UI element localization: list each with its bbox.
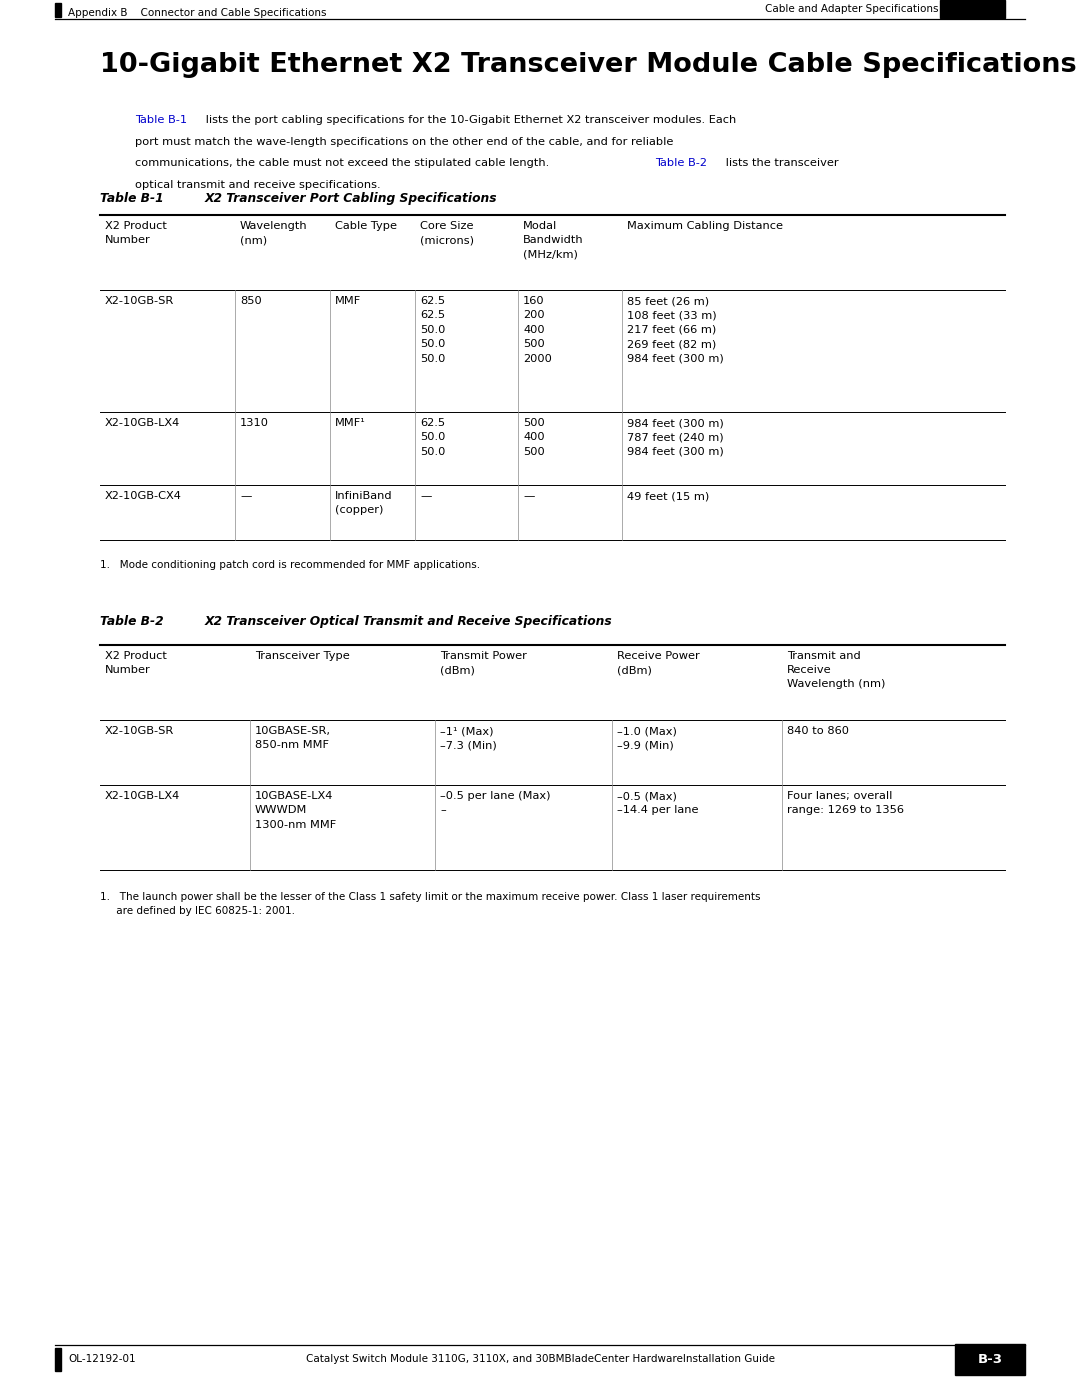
- Text: Cable and Adapter Specifications: Cable and Adapter Specifications: [765, 4, 939, 14]
- Text: Transmit Power
(dBm): Transmit Power (dBm): [440, 651, 527, 675]
- Text: 500
400
500: 500 400 500: [523, 418, 544, 457]
- Text: lists the port cabling specifications for the 10-Gigabit Ethernet X2 transceiver: lists the port cabling specifications fo…: [202, 115, 737, 124]
- Text: MMF: MMF: [335, 296, 361, 306]
- Text: Receive Power
(dBm): Receive Power (dBm): [617, 651, 700, 675]
- Text: Transceiver Type: Transceiver Type: [255, 651, 350, 661]
- Text: Cable Type: Cable Type: [335, 221, 397, 231]
- Text: Wavelength
(nm): Wavelength (nm): [240, 221, 308, 244]
- Text: —: —: [523, 490, 535, 502]
- Text: 62.5
50.0
50.0: 62.5 50.0 50.0: [420, 418, 445, 457]
- Text: 10GBASE-LX4
WWWDM
1300-nm MMF: 10GBASE-LX4 WWWDM 1300-nm MMF: [255, 791, 336, 830]
- Bar: [55, 1348, 60, 1370]
- Text: 49 feet (15 m): 49 feet (15 m): [627, 490, 710, 502]
- Text: Maximum Cabling Distance: Maximum Cabling Distance: [627, 221, 783, 231]
- Text: X2-10GB-SR: X2-10GB-SR: [105, 726, 174, 736]
- Text: X2 Product
Number: X2 Product Number: [105, 221, 167, 244]
- Text: InfiniBand
(copper): InfiniBand (copper): [335, 490, 393, 515]
- Bar: [955, 1344, 1025, 1375]
- Text: 10-Gigabit Ethernet X2 Transceiver Module Cable Specifications: 10-Gigabit Ethernet X2 Transceiver Modul…: [100, 52, 1077, 78]
- Text: communications, the cable must not exceed the stipulated cable length.: communications, the cable must not excee…: [135, 158, 553, 168]
- Text: X2-10GB-LX4: X2-10GB-LX4: [105, 418, 180, 427]
- Text: Table B-2: Table B-2: [654, 158, 707, 168]
- Text: Catalyst Switch Module 3110G, 3110X, and 30BMBladeCenter Hardware⁠Installation G: Catalyst Switch Module 3110G, 3110X, and…: [306, 1355, 774, 1365]
- Text: –0.5 per lane (Max)
–: –0.5 per lane (Max) –: [440, 791, 551, 816]
- Text: 10GBASE-SR,
850-nm MMF: 10GBASE-SR, 850-nm MMF: [255, 726, 330, 750]
- Text: optical transmit and receive specifications.: optical transmit and receive specificati…: [135, 179, 380, 190]
- Text: 1.   Mode conditioning patch cord is recommended for MMF applications.: 1. Mode conditioning patch cord is recom…: [100, 560, 481, 570]
- Text: X2-10GB-LX4: X2-10GB-LX4: [105, 791, 180, 800]
- Bar: [940, 0, 1005, 18]
- Text: lists the transceiver: lists the transceiver: [723, 158, 839, 168]
- Text: –1¹ (Max)
–7.3 (Min): –1¹ (Max) –7.3 (Min): [440, 726, 497, 750]
- Text: —: —: [240, 490, 252, 502]
- Text: X2-10GB-SR: X2-10GB-SR: [105, 296, 174, 306]
- Text: B-3: B-3: [977, 1354, 1002, 1366]
- Text: 850: 850: [240, 296, 261, 306]
- Text: –0.5 (Max)
–14.4 per lane: –0.5 (Max) –14.4 per lane: [617, 791, 699, 816]
- Text: 1.   The launch power shall be the lesser of the Class 1 safety limit or the max: 1. The launch power shall be the lesser …: [100, 893, 760, 916]
- Text: 160
200
400
500
2000: 160 200 400 500 2000: [523, 296, 552, 363]
- Text: X2 Transceiver Optical Transmit and Receive Specifications: X2 Transceiver Optical Transmit and Rece…: [205, 615, 612, 629]
- Text: —: —: [420, 490, 431, 502]
- Text: X2 Product
Number: X2 Product Number: [105, 651, 167, 675]
- Text: Four lanes; overall
range: 1269 to 1356: Four lanes; overall range: 1269 to 1356: [787, 791, 904, 816]
- Bar: [55, 3, 60, 17]
- Text: 62.5
62.5
50.0
50.0
50.0: 62.5 62.5 50.0 50.0 50.0: [420, 296, 445, 363]
- Text: 984 feet (300 m)
787 feet (240 m)
984 feet (300 m): 984 feet (300 m) 787 feet (240 m) 984 fe…: [627, 418, 724, 457]
- Text: X2 Transceiver Port Cabling Specifications: X2 Transceiver Port Cabling Specificatio…: [205, 191, 498, 205]
- Text: Modal
Bandwidth
(MHz/km): Modal Bandwidth (MHz/km): [523, 221, 583, 258]
- Text: MMF¹: MMF¹: [335, 418, 366, 427]
- Text: Table B-2: Table B-2: [100, 615, 164, 629]
- Text: Appendix B    Connector and Cable Specifications: Appendix B Connector and Cable Specifica…: [68, 8, 326, 18]
- Text: port must match the wave-length specifications on the other end of the cable, an: port must match the wave-length specific…: [135, 137, 673, 147]
- Text: Table B-1: Table B-1: [100, 191, 164, 205]
- Text: 1310: 1310: [240, 418, 269, 427]
- Text: Transmit and
Receive
Wavelength (nm): Transmit and Receive Wavelength (nm): [787, 651, 886, 689]
- Text: 840 to 860: 840 to 860: [787, 726, 849, 736]
- Text: OL-12192-01: OL-12192-01: [68, 1355, 136, 1365]
- Text: –1.0 (Max)
–9.9 (Min): –1.0 (Max) –9.9 (Min): [617, 726, 677, 750]
- Text: Core Size
(microns): Core Size (microns): [420, 221, 474, 244]
- Text: X2-10GB-CX4: X2-10GB-CX4: [105, 490, 181, 502]
- Text: 85 feet (26 m)
108 feet (33 m)
217 feet (66 m)
269 feet (82 m)
984 feet (300 m): 85 feet (26 m) 108 feet (33 m) 217 feet …: [627, 296, 724, 363]
- Text: Table B-1: Table B-1: [135, 115, 187, 124]
